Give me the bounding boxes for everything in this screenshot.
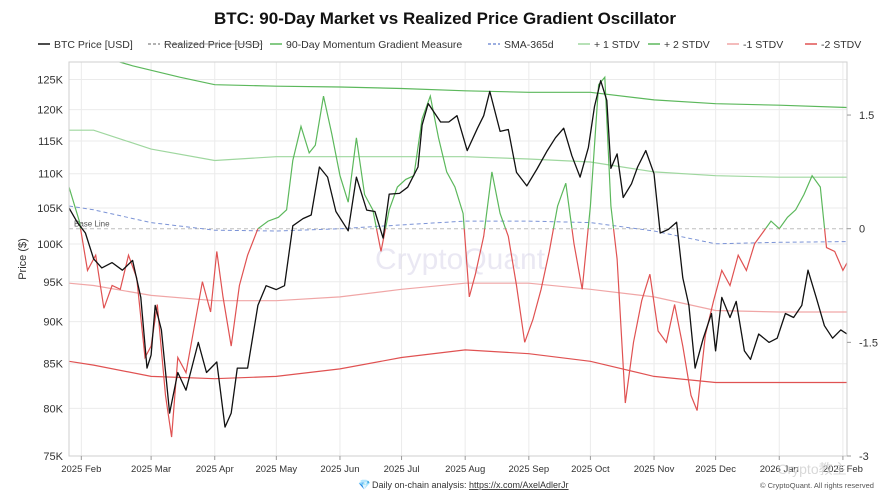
right-tick-label: 1.5 [859, 110, 874, 122]
y-axis-label: Price ($) [17, 238, 29, 280]
right-tick-label: 0 [859, 224, 865, 236]
right-tick-label: -3 [859, 451, 869, 463]
series-layer [69, 62, 847, 438]
right-axis: -3 -1.5 0 1.5 [847, 110, 878, 463]
legend-label[interactable]: -2 STDV [821, 39, 861, 51]
corner-watermark: Crypto教主 [777, 461, 846, 477]
left-tick-label: 90K [43, 317, 63, 329]
copyright: © CryptoQuant. All rights reserved [760, 481, 874, 490]
left-tick-label: 80K [43, 403, 63, 415]
base-line-label: Base Line [74, 220, 110, 229]
chart-title: BTC: 90-Day Market vs Realized Price Gra… [214, 9, 676, 28]
x-tick-label: 2025 Aug [445, 464, 485, 475]
x-tick-label: 2026 Jan [760, 464, 799, 475]
x-tick-label: 2025 Mar [131, 464, 171, 475]
left-tick-label: 110K [38, 169, 64, 181]
plot-frame [68, 61, 848, 457]
legend-label[interactable]: -1 STDV [743, 39, 783, 51]
diamond-icon: 💎 [358, 479, 370, 491]
left-tick-label: 95K [43, 277, 63, 289]
legend-label[interactable]: + 1 STDV [594, 39, 640, 51]
left-tick-label: 125K [37, 74, 63, 86]
x-tick-label: 2025 Jun [320, 464, 359, 475]
left-tick-label: 100K [37, 239, 63, 251]
x-tick-label: 2025 Jul [384, 464, 420, 475]
left-tick-label: 115K [38, 136, 64, 148]
x-tick-label: 2026 Feb [823, 464, 863, 475]
footer-link[interactable]: https://x.com/AxelAdlerJr [469, 480, 569, 490]
legend-label[interactable]: + 2 STDV [664, 39, 710, 51]
legend: BTC Price [USD] Realized Price [USD] 90-Da… [38, 39, 861, 51]
series-plus-1-stdv [69, 129, 847, 178]
series-momentum-below [79, 228, 847, 438]
x-tick-label: 2025 Sep [508, 464, 549, 475]
left-tick-label: 120K [37, 105, 63, 117]
left-tick-label: 85K [43, 359, 63, 371]
x-tick-label: 2025 Oct [571, 464, 610, 475]
left-tick-label: 105K [37, 203, 63, 215]
series-plus-2-stdv [117, 62, 847, 109]
series-btc-price [69, 80, 847, 428]
series-minus-1-stdv [69, 282, 847, 313]
footer-text: Daily on-chain analysis: [372, 480, 467, 490]
series-momentum-above [69, 75, 826, 229]
x-tick-label: 2025 May [255, 464, 297, 475]
legend-label[interactable]: Realized Price [USD] [164, 39, 263, 51]
series-sma-365d [69, 205, 847, 245]
legend-label[interactable]: BTC Price [USD] [54, 39, 133, 51]
x-tick-label: 2025 Nov [634, 464, 675, 475]
x-axis: 2025 Feb 2025 Mar 2025 Apr 2025 May 2025 Jun… [61, 456, 863, 475]
legend-label[interactable]: 90-Day Momentum Gradient Measure [286, 39, 462, 51]
x-tick-label: 2025 Feb [61, 464, 101, 475]
x-tick-label: 2025 Apr [196, 464, 234, 475]
right-tick-label: -1.5 [859, 337, 878, 349]
x-tick-label: 2025 Dec [695, 464, 736, 475]
footer: 💎 Daily on-chain analysis: https://x.com… [358, 479, 874, 491]
series-minus-2-stdv [69, 349, 847, 384]
watermark: CryptoQuant [375, 243, 546, 276]
left-tick-label: 75K [43, 451, 63, 463]
legend-label[interactable]: SMA-365d [504, 39, 554, 51]
left-axis: 75K 80K 85K 90K 95K 100K 105K 110K 115K 120K 125K [37, 74, 63, 463]
